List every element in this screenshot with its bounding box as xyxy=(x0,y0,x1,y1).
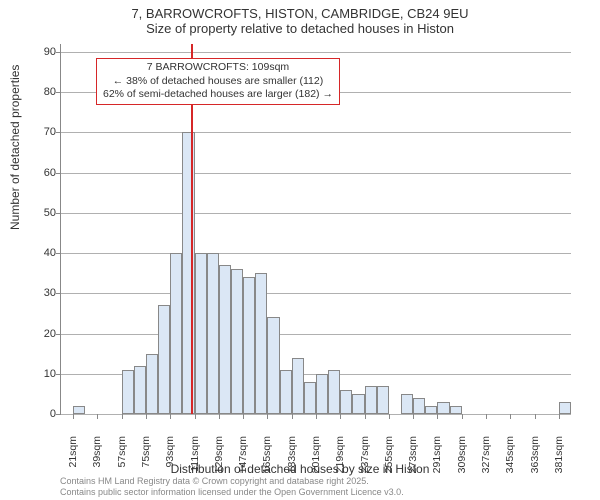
y-tick xyxy=(56,253,61,254)
histogram-bar xyxy=(170,253,182,414)
histogram-bar xyxy=(195,253,207,414)
histogram-bar xyxy=(328,370,340,414)
y-tick xyxy=(56,52,61,53)
x-tick xyxy=(389,414,390,419)
y-tick xyxy=(56,334,61,335)
histogram-bar xyxy=(280,370,292,414)
y-tick xyxy=(56,173,61,174)
x-tick xyxy=(486,414,487,419)
x-tick xyxy=(267,414,268,419)
y-tick xyxy=(56,132,61,133)
x-tick xyxy=(73,414,74,419)
x-tick xyxy=(413,414,414,419)
annotation-line-2: ← 38% of detached houses are smaller (11… xyxy=(103,75,333,89)
x-tick xyxy=(559,414,560,419)
histogram-bar xyxy=(304,382,316,414)
histogram-bar xyxy=(437,402,449,414)
x-tick xyxy=(243,414,244,419)
histogram-bar xyxy=(231,269,243,414)
x-axis-label: Distribution of detached houses by size … xyxy=(0,462,600,476)
x-tick xyxy=(316,414,317,419)
gridline xyxy=(61,213,571,214)
gridline xyxy=(61,132,571,133)
histogram-bar xyxy=(243,277,255,414)
y-tick-label: 80 xyxy=(31,86,56,98)
plot-region: 010203040506070809021sqm39sqm57sqm75sqm9… xyxy=(60,44,571,415)
y-tick-label: 20 xyxy=(31,328,56,340)
x-tick xyxy=(170,414,171,419)
y-tick xyxy=(56,293,61,294)
y-tick xyxy=(56,414,61,415)
y-tick-label: 40 xyxy=(31,247,56,259)
y-axis-label: Number of detached properties xyxy=(8,65,22,230)
histogram-bar xyxy=(401,394,413,414)
gridline xyxy=(61,52,571,53)
gridline xyxy=(61,293,571,294)
annotation-line-1: 7 BARROWCROFTS: 109sqm xyxy=(103,61,333,75)
histogram-bar xyxy=(340,390,352,414)
histogram-bar xyxy=(146,354,158,414)
histogram-bar xyxy=(365,386,377,414)
histogram-bar xyxy=(219,265,231,414)
y-tick-label: 30 xyxy=(31,287,56,299)
y-tick-label: 90 xyxy=(31,46,56,58)
x-tick xyxy=(195,414,196,419)
histogram-bar xyxy=(267,317,279,414)
y-tick xyxy=(56,92,61,93)
x-tick xyxy=(365,414,366,419)
x-tick xyxy=(340,414,341,419)
chart-title-block: 7, BARROWCROFTS, HISTON, CAMBRIDGE, CB24… xyxy=(0,0,600,36)
footer-attribution: Contains HM Land Registry data © Crown c… xyxy=(60,476,404,498)
gridline xyxy=(61,334,571,335)
x-tick xyxy=(437,414,438,419)
histogram-bar xyxy=(352,394,364,414)
title-line-2: Size of property relative to detached ho… xyxy=(0,21,600,36)
annotation-line-3: 62% of semi-detached houses are larger (… xyxy=(103,88,333,102)
footer-line-1: Contains HM Land Registry data © Crown c… xyxy=(60,476,404,487)
x-tick xyxy=(146,414,147,419)
x-tick xyxy=(97,414,98,419)
histogram-bar xyxy=(158,305,170,414)
x-tick xyxy=(219,414,220,419)
histogram-bar xyxy=(134,366,146,414)
gridline xyxy=(61,253,571,254)
y-tick-label: 0 xyxy=(31,408,56,420)
histogram-bar xyxy=(122,370,134,414)
y-tick-label: 60 xyxy=(31,167,56,179)
x-tick xyxy=(510,414,511,419)
histogram-bar xyxy=(292,358,304,414)
x-tick xyxy=(292,414,293,419)
title-line-1: 7, BARROWCROFTS, HISTON, CAMBRIDGE, CB24… xyxy=(0,6,600,21)
histogram-bar xyxy=(207,253,219,414)
gridline xyxy=(61,173,571,174)
histogram-bar xyxy=(559,402,571,414)
histogram-bar xyxy=(425,406,437,414)
y-tick xyxy=(56,213,61,214)
histogram-bar xyxy=(255,273,267,414)
footer-line-2: Contains public sector information licen… xyxy=(60,487,404,498)
histogram-bar xyxy=(377,386,389,414)
histogram-bar xyxy=(73,406,85,414)
y-tick-label: 50 xyxy=(31,207,56,219)
y-tick-label: 70 xyxy=(31,126,56,138)
histogram-bar xyxy=(450,406,462,414)
annotation-box: 7 BARROWCROFTS: 109sqm← 38% of detached … xyxy=(96,58,340,105)
histogram-bar xyxy=(413,398,425,414)
chart-area: 010203040506070809021sqm39sqm57sqm75sqm9… xyxy=(60,44,570,414)
x-tick xyxy=(122,414,123,419)
y-tick xyxy=(56,374,61,375)
x-tick xyxy=(462,414,463,419)
histogram-bar xyxy=(316,374,328,414)
y-tick-label: 10 xyxy=(31,368,56,380)
x-tick xyxy=(535,414,536,419)
